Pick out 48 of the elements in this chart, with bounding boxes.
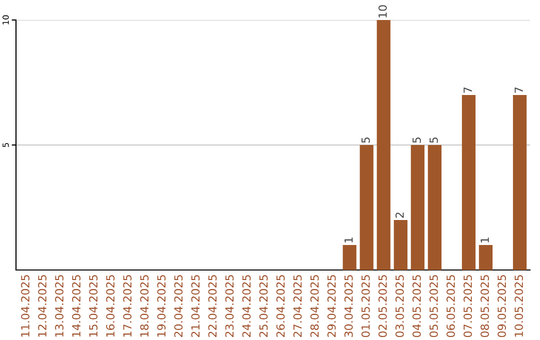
x-tick-label: 18.04.2025	[140, 275, 149, 337]
x-tick-label: 03.05.2025	[395, 275, 404, 338]
x-tick-label: 29.04.2025	[327, 275, 336, 337]
x-tick-label: 12.04.2025	[38, 275, 46, 337]
x-tick-label: 17.04.2025	[123, 275, 132, 337]
x-tick-label: 21.04.2025	[191, 275, 200, 337]
x-tick-label: 06.05.2025	[446, 275, 455, 338]
x-tick-label: 23.04.2025	[225, 275, 234, 337]
data-label: 5	[430, 138, 438, 143]
bar	[342, 245, 356, 270]
data-label: 7	[464, 87, 472, 93]
x-tick-label: 26.04.2025	[276, 275, 285, 337]
x-tick-label: 24.04.2025	[242, 275, 251, 337]
bar	[428, 145, 442, 270]
bar	[462, 95, 476, 270]
bar	[478, 245, 493, 270]
data-label: 10	[378, 5, 387, 18]
x-tick-label: 07.05.2025	[464, 275, 472, 338]
x-tick-label: 20.04.2025	[174, 275, 183, 337]
data-label: 1	[480, 238, 489, 242]
data-label: 2	[395, 212, 404, 218]
x-tick-label: 08.05.2025	[480, 275, 489, 338]
x-tick-label: 16.04.2025	[106, 275, 115, 337]
bar	[394, 220, 408, 270]
x-tick-label: 04.05.2025	[412, 275, 421, 338]
data-label: 5	[362, 138, 370, 143]
data-label: 1	[344, 238, 353, 242]
bar	[512, 95, 527, 270]
x-tick-label: 01.05.2025	[361, 275, 370, 338]
bar	[360, 145, 374, 270]
data-label: 5	[412, 138, 421, 143]
x-tick-label: 27.04.2025	[293, 275, 302, 337]
data-label: 7	[514, 87, 523, 93]
x-tick-label: 28.04.2025	[310, 275, 319, 337]
x-tick-label: 15.04.2025	[89, 275, 98, 337]
x-tick-label: 10.05.2025	[514, 275, 524, 337]
x-tick-label: 30.04.2025	[344, 275, 353, 337]
x-tick-label: 05.05.2025	[430, 275, 438, 338]
x-tick-label: 02.05.2025	[378, 275, 387, 338]
x-tick-label: 19.04.2025	[157, 275, 166, 337]
x-tick-label: 22.04.2025	[208, 275, 217, 337]
x-tick-label: 09.05.2025	[498, 275, 506, 338]
x-tick-label: 13.04.2025	[55, 275, 64, 337]
x-tick-label: 11.04.2025	[21, 275, 30, 337]
bar	[376, 20, 390, 270]
x-tick-label: 14.04.2025	[72, 275, 80, 337]
bar	[410, 145, 424, 270]
x-tick-label: 25.04.2025	[259, 275, 268, 337]
